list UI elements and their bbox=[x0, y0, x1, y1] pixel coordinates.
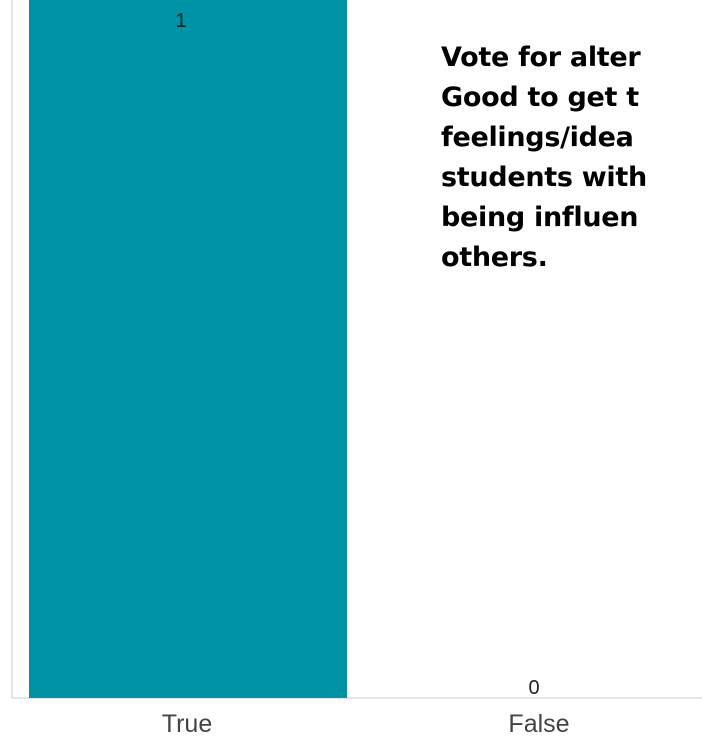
annotation-line: others. bbox=[441, 242, 548, 273]
annotation-text-block: Vote for alter Good to get t feelings/id… bbox=[441, 38, 702, 378]
annotation-line: being influen bbox=[441, 202, 639, 233]
data-label-true: 1 bbox=[175, 10, 186, 32]
x-tick-labels-group: True False bbox=[162, 710, 570, 738]
bars-group bbox=[29, 0, 347, 698]
annotation-line: Vote for alter bbox=[441, 42, 641, 73]
data-label-false: 0 bbox=[528, 677, 539, 699]
annotation-line: Good to get t bbox=[441, 82, 639, 113]
bar-true bbox=[29, 0, 347, 698]
data-labels-group: 10 bbox=[175, 10, 539, 699]
annotation-line: students with bbox=[441, 162, 647, 193]
x-tick-label-true: True bbox=[162, 710, 212, 738]
x-tick-label-false: False bbox=[508, 710, 569, 738]
annotation-line: feelings/idea bbox=[441, 122, 634, 153]
